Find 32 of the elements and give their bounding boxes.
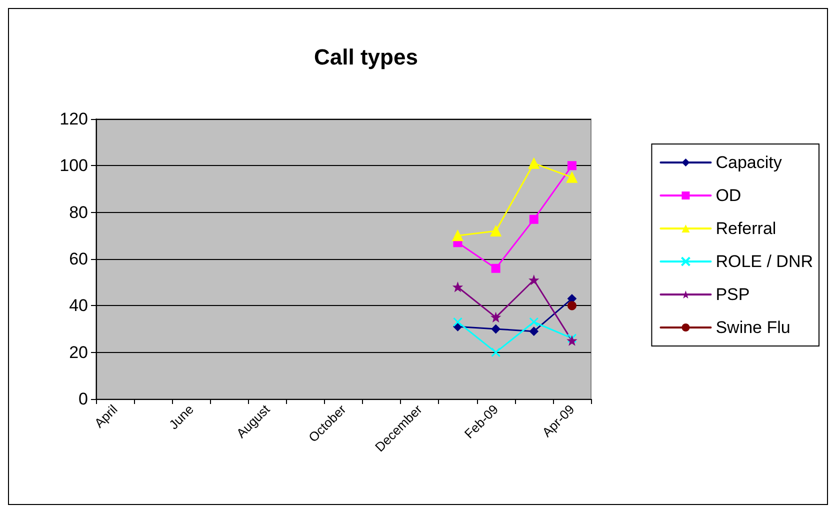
point: [491, 348, 501, 358]
point: [567, 336, 576, 346]
y-tick-label: 100: [60, 156, 88, 176]
legend-label: PSP: [716, 285, 750, 304]
y-tick-label: 20: [69, 342, 88, 362]
point: [567, 301, 576, 310]
y-tick-label: 80: [69, 202, 88, 222]
point: [567, 334, 577, 344]
point: [529, 214, 538, 224]
legend-label: Swine Flu: [716, 318, 790, 337]
point: [567, 161, 576, 170]
y-tick-label: 60: [69, 250, 88, 268]
legend-label: OD: [716, 186, 742, 205]
point: [529, 276, 538, 284]
point: [529, 317, 539, 327]
point: [566, 172, 578, 183]
point: [491, 264, 500, 273]
point: [453, 282, 462, 292]
y-tick-label: 40: [69, 296, 88, 316]
legend-label: Referral: [716, 219, 776, 238]
legend-label: ROLE / DNR: [716, 252, 814, 271]
point: [490, 226, 502, 236]
legend-label: Capacity: [716, 153, 782, 172]
point: [452, 317, 462, 327]
point: [452, 230, 464, 242]
y-tick-label: 0: [78, 390, 88, 408]
point: [491, 324, 500, 334]
chart-title: Call types: [314, 44, 418, 70]
point: [529, 326, 538, 336]
point: [491, 312, 500, 322]
point: [528, 158, 540, 169]
y-tick-label: 120: [60, 110, 88, 128]
